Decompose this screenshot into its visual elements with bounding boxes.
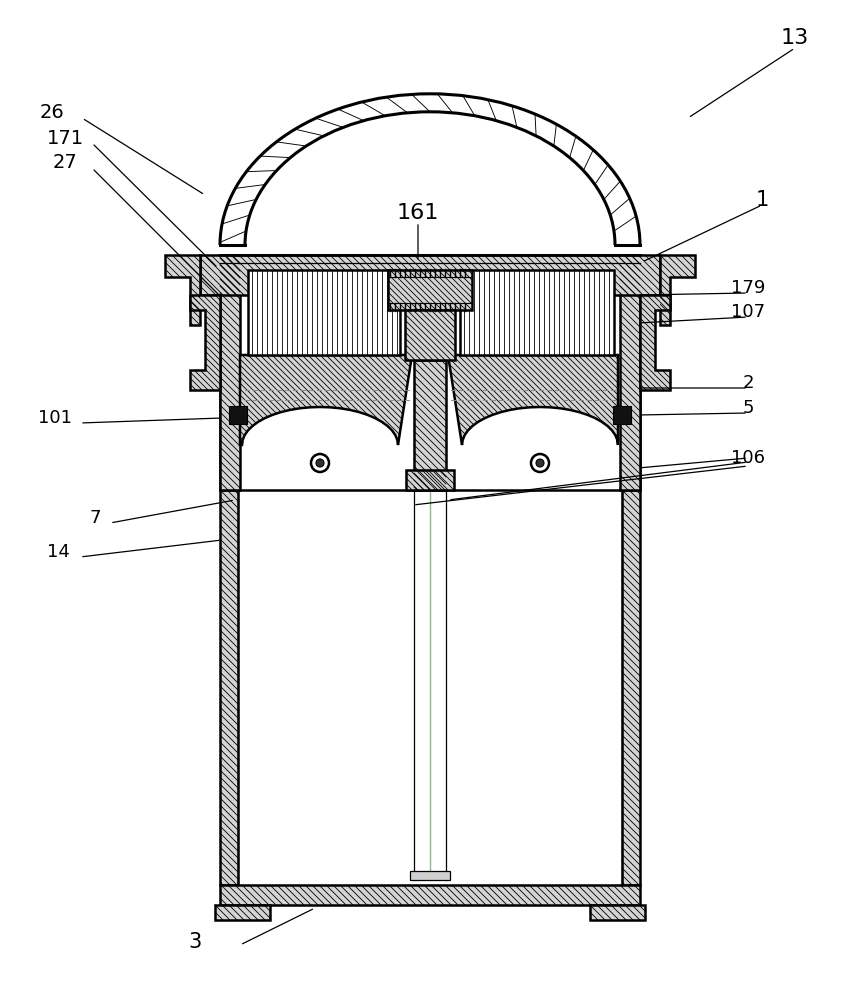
Polygon shape bbox=[200, 255, 660, 295]
Text: 161: 161 bbox=[396, 203, 439, 223]
Polygon shape bbox=[215, 905, 270, 920]
Polygon shape bbox=[460, 270, 614, 355]
Text: 7: 7 bbox=[89, 509, 101, 527]
Polygon shape bbox=[620, 255, 640, 490]
Text: 26: 26 bbox=[40, 103, 64, 121]
Polygon shape bbox=[640, 295, 670, 390]
Polygon shape bbox=[229, 406, 247, 424]
Text: 101: 101 bbox=[38, 409, 72, 427]
Polygon shape bbox=[220, 255, 240, 490]
Text: 179: 179 bbox=[731, 279, 765, 297]
Circle shape bbox=[311, 454, 329, 472]
Text: 107: 107 bbox=[731, 303, 765, 321]
Polygon shape bbox=[388, 270, 472, 310]
Text: 171: 171 bbox=[46, 128, 83, 147]
Polygon shape bbox=[405, 310, 455, 360]
Text: 5: 5 bbox=[742, 399, 753, 417]
Circle shape bbox=[531, 454, 549, 472]
Polygon shape bbox=[613, 406, 631, 424]
Polygon shape bbox=[190, 295, 220, 390]
Polygon shape bbox=[248, 270, 400, 355]
Polygon shape bbox=[220, 255, 640, 490]
Circle shape bbox=[536, 459, 544, 467]
Text: 14: 14 bbox=[46, 543, 70, 561]
Polygon shape bbox=[622, 490, 640, 885]
Text: 13: 13 bbox=[781, 28, 809, 48]
Text: 2: 2 bbox=[742, 374, 753, 392]
Polygon shape bbox=[220, 490, 238, 885]
Polygon shape bbox=[448, 355, 618, 445]
Polygon shape bbox=[410, 871, 450, 880]
Polygon shape bbox=[414, 360, 446, 490]
Polygon shape bbox=[406, 470, 454, 490]
Text: 106: 106 bbox=[731, 449, 765, 467]
Polygon shape bbox=[240, 355, 412, 445]
Circle shape bbox=[316, 459, 324, 467]
Text: 3: 3 bbox=[188, 932, 201, 952]
Polygon shape bbox=[165, 255, 200, 325]
Polygon shape bbox=[660, 255, 695, 325]
Polygon shape bbox=[220, 885, 640, 905]
Text: 27: 27 bbox=[52, 153, 77, 172]
Polygon shape bbox=[590, 905, 645, 920]
Text: 1: 1 bbox=[755, 190, 769, 210]
